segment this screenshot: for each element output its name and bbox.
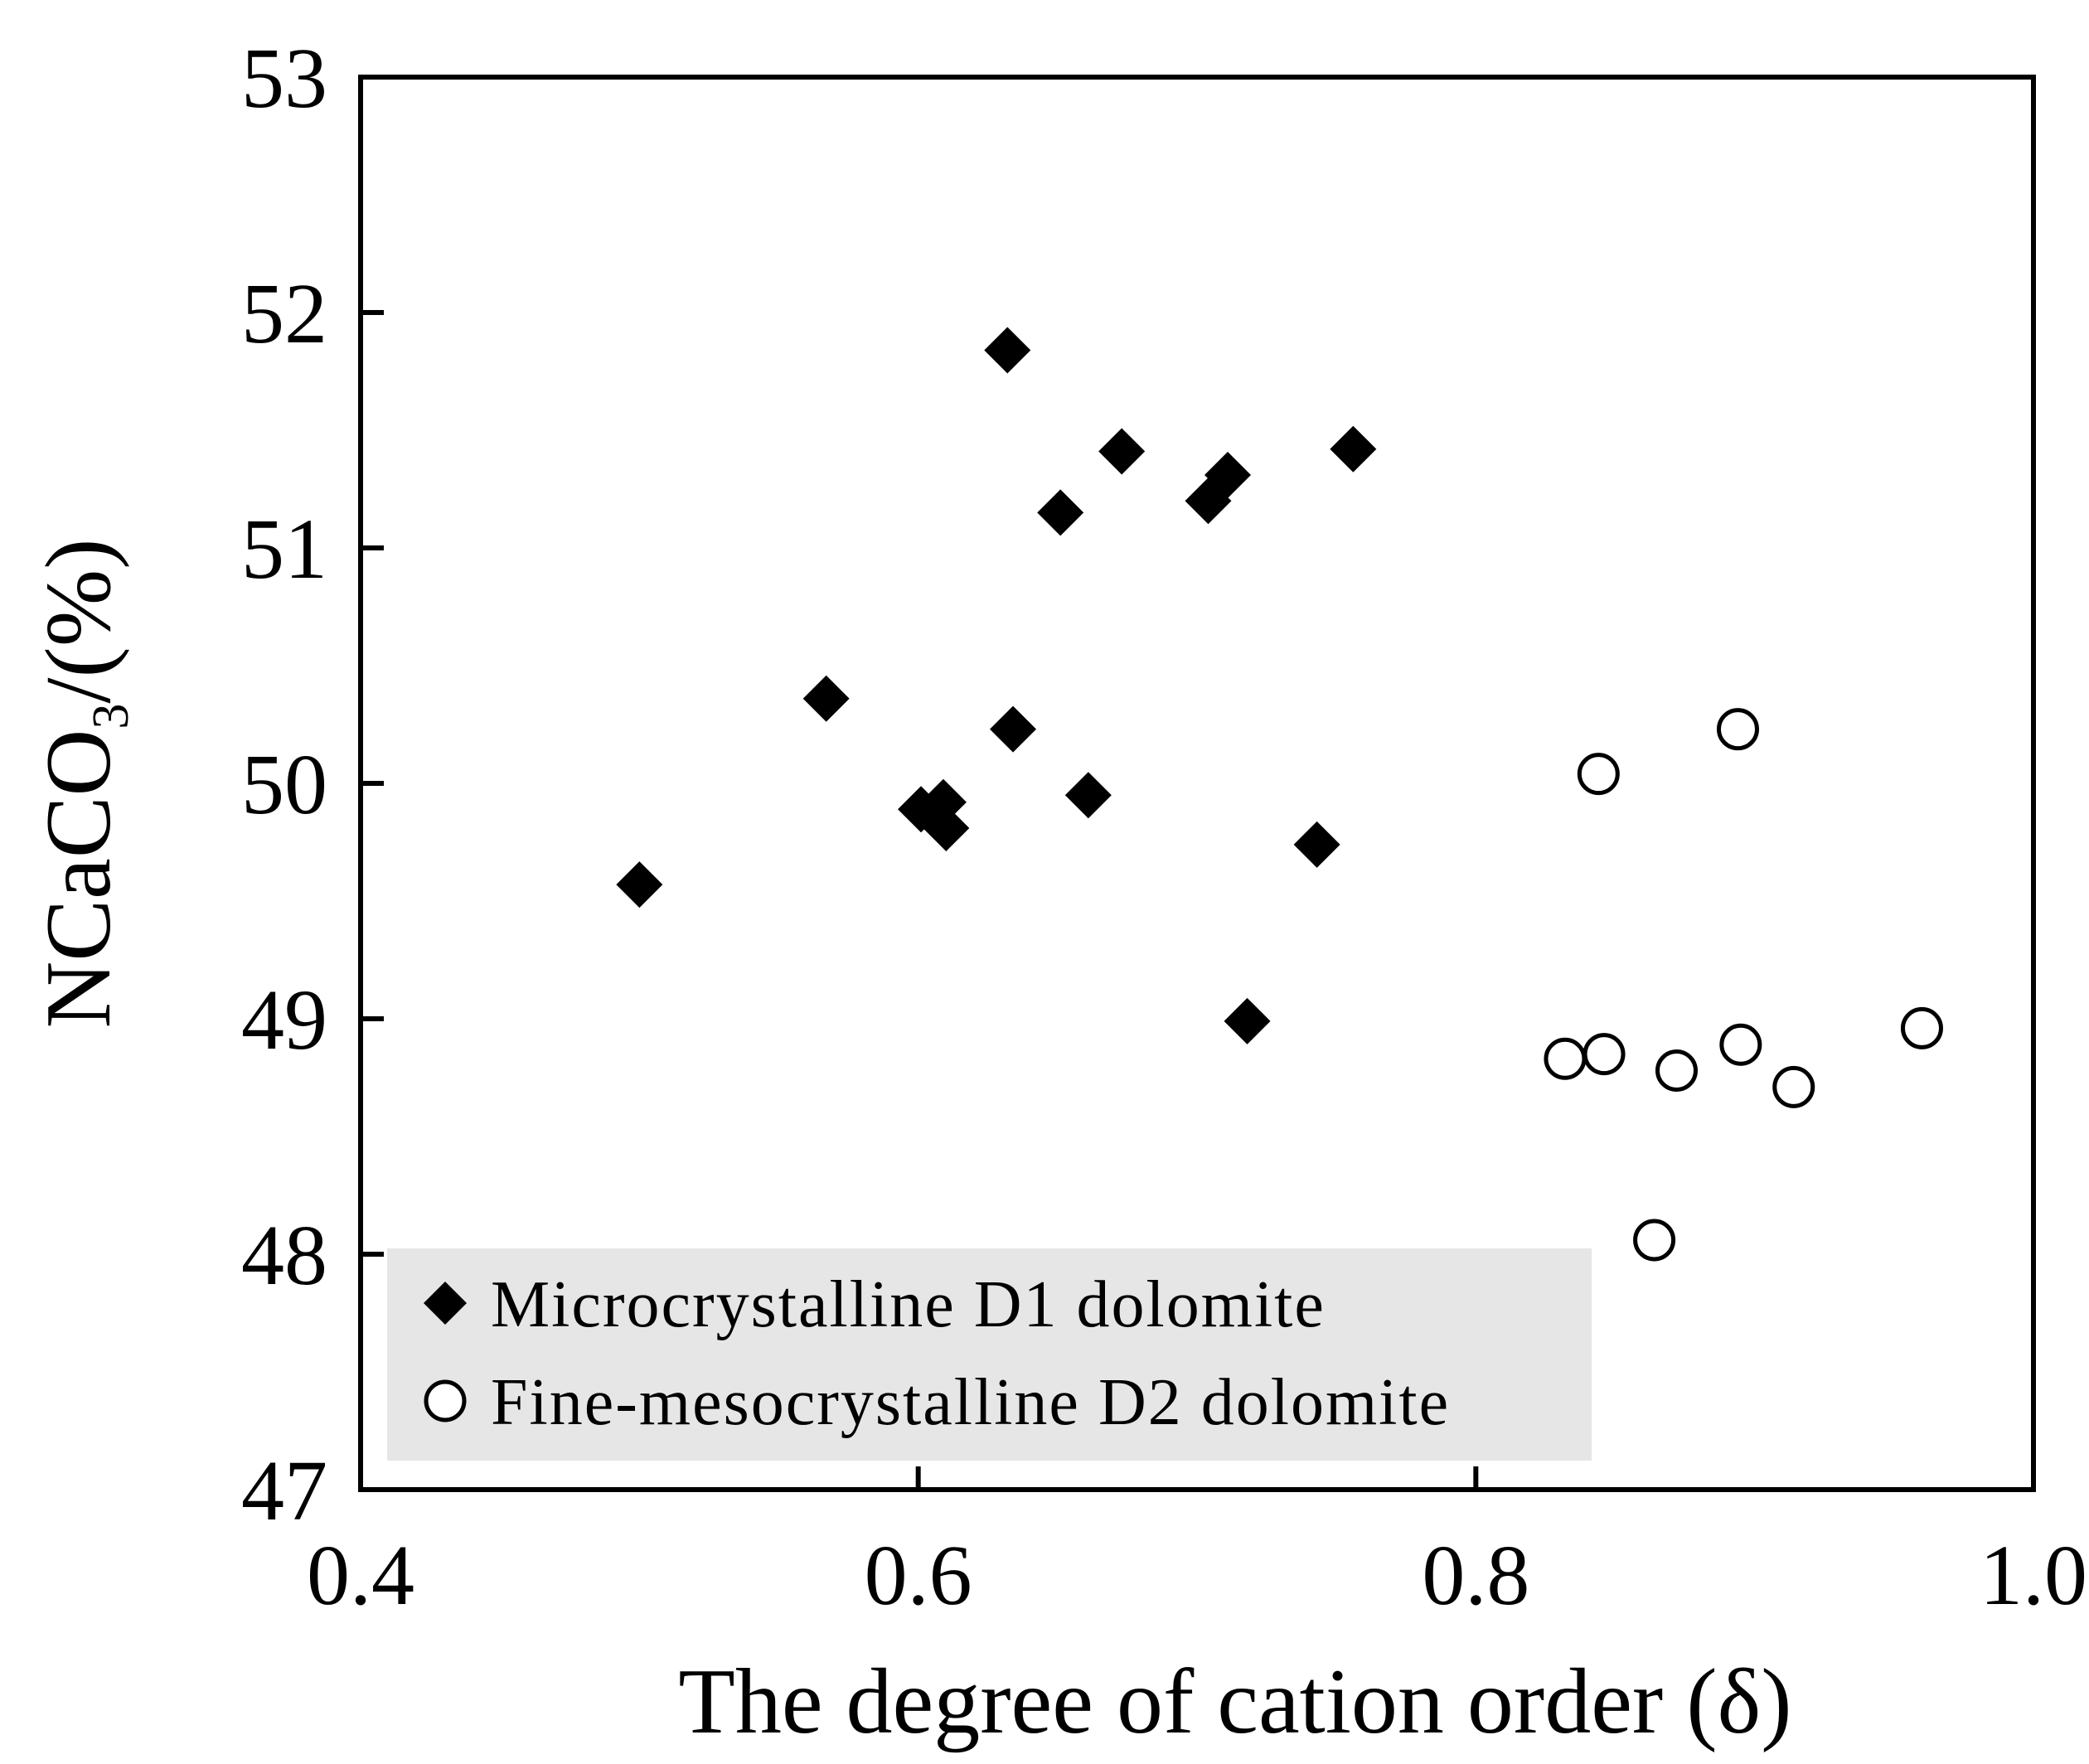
legend-label-d2: Fine-mesocrystalline D2 dolomite	[491, 1366, 1450, 1439]
d1-diamond-point	[1098, 428, 1146, 475]
legend-marker-d2	[424, 1379, 467, 1422]
d1-diamond-point	[616, 861, 663, 909]
d2-circle-point	[1583, 1033, 1626, 1076]
d2-circle-point	[1655, 1049, 1698, 1092]
d2-circle-point	[1719, 1023, 1762, 1066]
x-tick-label: 0.6	[865, 1528, 972, 1623]
d2-circle-point	[1772, 1065, 1815, 1108]
legend: Microcrystalline D1 dolomite Fine-mesocr…	[387, 1248, 1592, 1461]
y-axis-title: NCaCO3/(%)	[27, 539, 139, 1029]
d1-diamond-point	[1064, 772, 1112, 819]
y-tick-label: 53	[241, 31, 327, 126]
data-points	[616, 327, 1943, 1262]
d1-diamond-point	[1224, 997, 1271, 1044]
d1-diamond-point	[1037, 489, 1084, 536]
legend-box	[387, 1248, 1592, 1461]
d2-circle-point	[1900, 1006, 1943, 1049]
y-tick-label: 50	[241, 737, 327, 832]
x-tick-label: 0.8	[1422, 1528, 1529, 1623]
y-axis: 47 48 49 50 51 52 53	[241, 31, 384, 1539]
d2-circle-point	[1633, 1219, 1676, 1262]
x-axis: 0.4 0.6 0.8 1.0	[307, 1466, 2087, 1623]
d2-circle-point	[1544, 1037, 1587, 1080]
y-tick-label: 47	[241, 1443, 327, 1539]
y-axis-title-subscript: 3	[83, 704, 139, 729]
y-tick-label: 49	[241, 972, 327, 1068]
y-tick-label: 52	[241, 266, 327, 361]
y-tick-label: 48	[241, 1208, 327, 1303]
y-axis-title-main: NCaCO	[27, 729, 130, 1029]
legend-marker-d1	[424, 1282, 467, 1325]
legend-label-d1: Microcrystalline D1 dolomite	[491, 1268, 1326, 1341]
x-axis-title: The degree of cation order (δ)	[678, 1650, 1791, 1753]
x-tick-label: 1.0	[1980, 1528, 2087, 1623]
d1-diamond-point	[984, 327, 1031, 374]
d1-diamond-point	[1330, 425, 1377, 472]
d1-diamond-point	[990, 705, 1037, 753]
y-tick-label: 51	[241, 502, 327, 597]
x-tick-label: 0.4	[307, 1528, 414, 1623]
d2-circle-point	[1577, 753, 1620, 796]
d1-diamond-point	[923, 804, 970, 851]
d1-diamond-point	[1204, 451, 1251, 498]
y-axis-title-tail: /(%)	[27, 539, 130, 704]
d1-diamond-point	[802, 675, 850, 722]
d2-circle-point	[1716, 708, 1759, 751]
d1-diamond-point	[1293, 821, 1340, 868]
